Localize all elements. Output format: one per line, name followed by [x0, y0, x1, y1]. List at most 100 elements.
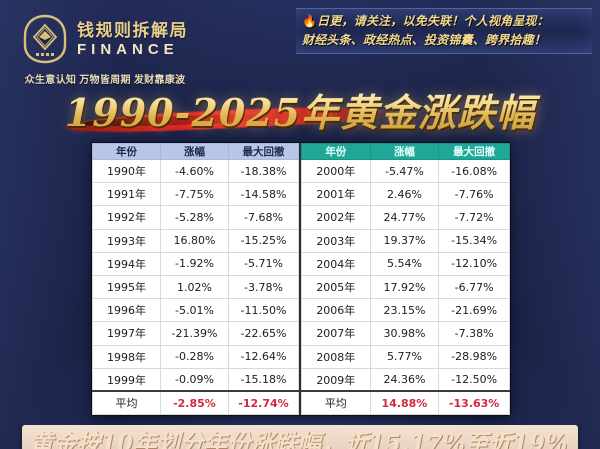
cell-drawdown: -7.38% [438, 321, 510, 346]
cell-drawdown: -11.50% [227, 298, 300, 323]
page-title: 1990-2025年黄金涨跌幅 [0, 82, 600, 137]
promo-banner-text-1: 日更，请关注，以免失联！个人视角呈现： [317, 14, 549, 29]
cell-year: 2001年 [301, 182, 371, 207]
cell-year: 2007年 [301, 321, 371, 346]
cell-return: 30.98% [369, 321, 440, 346]
cell-year: 1991年 [92, 182, 161, 207]
cell-average-label: 平均 [92, 390, 161, 416]
cell-return: -5.28% [159, 205, 229, 230]
table-row: 2004年 5.54% -12.10% [301, 251, 510, 276]
cell-drawdown: -7.76% [438, 182, 510, 207]
cell-return: -5.01% [159, 298, 229, 323]
brand-name-cn: 钱规则拆解局 [77, 20, 188, 40]
table-row: 1994年 -1.92% -5.71% [92, 251, 300, 276]
table-row: 1999年 -0.09% -15.18% [92, 367, 300, 392]
cell-average-return: -2.85% [159, 390, 229, 416]
cell-return: -0.28% [159, 344, 229, 369]
cell-return: -7.75% [159, 182, 229, 207]
cell-return: 16.80% [159, 228, 229, 253]
cell-year: 2004年 [301, 251, 371, 276]
cell-year: 1996年 [92, 298, 161, 323]
cell-return: 17.92% [369, 274, 440, 300]
cell-drawdown: -3.78% [227, 274, 300, 300]
cell-drawdown: -12.50% [438, 367, 510, 392]
table-row: 2003年 19.37% -15.34% [301, 228, 510, 253]
cell-return: 5.77% [369, 344, 440, 369]
table-row: 2007年 30.98% -7.38% [301, 321, 510, 346]
cell-year: 2006年 [301, 298, 371, 323]
table-header-row: 年份 涨幅 最大回撤 [92, 143, 300, 160]
table-row: 2008年 5.77% -28.98% [301, 344, 510, 369]
cell-drawdown: -15.34% [438, 228, 510, 253]
table-body-1990s: 1990年 -4.60% -18.38% 1991年 -7.75% -14.58% 1992… [92, 158, 300, 416]
cell-drawdown: -15.18% [227, 367, 300, 392]
cell-drawdown: -5.71% [227, 251, 300, 276]
cell-drawdown: -15.25% [227, 228, 300, 253]
logo-row: 钱规则拆解局 FINANCE [22, 14, 188, 64]
table-row: 1990年 -4.60% -18.38% [92, 158, 300, 184]
table-header-row: 年份 涨幅 最大回撤 [301, 143, 510, 160]
table-row: 2009年 24.36% -12.50% [301, 367, 510, 392]
diamond-shield-logo-icon [23, 14, 67, 64]
table-half-1990s: 年份 涨幅 最大回撤 1990年 -4.60% -18.38% 1991年 -7.75%… [92, 143, 301, 416]
table-row: 1996年 -5.01% -11.50% [92, 298, 300, 323]
cell-year: 2008年 [301, 344, 371, 369]
cell-year: 2005年 [301, 274, 371, 300]
table-row: 2001年 2.46% -7.76% [301, 182, 510, 207]
cell-year: 1998年 [92, 344, 161, 369]
cell-drawdown: -12.64% [227, 344, 300, 369]
cell-return: -4.60% [159, 158, 229, 184]
table-row: 1998年 -0.28% -12.64% [92, 344, 300, 369]
cell-return: 19.37% [369, 228, 440, 253]
column-header-drawdown: 最大回撤 [438, 143, 510, 160]
cell-average-label: 平均 [301, 390, 371, 416]
table-row: 2005年 17.92% -6.77% [301, 274, 510, 300]
table-2000s: 年份 涨幅 最大回撤 2000年 -5.47% -16.08% 2001年 2.46% -… [301, 143, 510, 416]
cell-year: 1994年 [92, 251, 161, 276]
cell-average-drawdown: -12.74% [227, 390, 300, 416]
cell-drawdown: -21.69% [438, 298, 510, 323]
table-average-row: 平均 14.88% -13.63% [301, 390, 510, 416]
column-header-drawdown: 最大回撤 [227, 143, 300, 160]
cell-drawdown: -18.38% [227, 158, 300, 184]
cell-drawdown: -6.77% [438, 274, 510, 300]
cell-drawdown: -7.68% [227, 205, 300, 230]
cell-year: 2003年 [301, 228, 371, 253]
bottom-caption-strip: # 黄金按10年划分年份涨跌幅，近15.17%至近19% [0, 425, 600, 449]
column-header-year: 年份 [92, 143, 161, 160]
fire-icon: 🔥 [302, 14, 318, 29]
title-block: 1990-2025年黄金涨跌幅 [0, 82, 600, 138]
table-row: 1992年 -5.28% -7.68% [92, 205, 300, 230]
table-row: 1991年 -7.75% -14.58% [92, 182, 300, 207]
bottom-caption-text: 黄金按10年划分年份涨跌幅，近15.17%至近19% [30, 430, 568, 449]
bottom-caption-background [22, 425, 578, 449]
cell-return: -0.09% [159, 367, 229, 392]
cell-return: 24.36% [369, 367, 440, 392]
cell-year: 2009年 [301, 367, 371, 392]
cell-year: 1999年 [92, 367, 161, 392]
promo-banner: 🔥日更，请关注，以免失联！个人视角呈现： 财经头条、政经热点、投资锦囊、跨界拾趣… [296, 8, 592, 54]
cell-average-drawdown: -13.63% [438, 390, 510, 416]
cell-drawdown: -28.98% [438, 344, 510, 369]
brand-logo-block: 钱规则拆解局 FINANCE 众生意认知 万物皆周期 发财靠康波 [16, 14, 194, 86]
cell-year: 1997年 [92, 321, 161, 346]
promo-banner-line-1: 🔥日更，请关注，以免失联！个人视角呈现： [302, 12, 586, 31]
table-half-2000s: 年份 涨幅 最大回撤 2000年 -5.47% -16.08% 2001年 2.46% -… [301, 143, 510, 416]
table-body-2000s: 2000年 -5.47% -16.08% 2001年 2.46% -7.76% 2002年 2… [301, 158, 510, 416]
brand-name-en: FINANCE [77, 40, 179, 58]
cell-average-return: 14.88% [369, 390, 440, 416]
column-header-return: 涨幅 [159, 143, 229, 160]
logo-text: 钱规则拆解局 FINANCE [77, 22, 188, 57]
cell-year: 1992年 [92, 205, 161, 230]
cell-return: -1.92% [159, 251, 229, 276]
promo-banner-line-2: 财经头条、政经热点、投资锦囊、跨界拾趣！ [302, 33, 547, 47]
cell-return: -5.47% [369, 158, 440, 184]
table-row: 2006年 23.15% -21.69% [301, 298, 510, 323]
cell-return: 23.15% [369, 298, 440, 323]
cell-return: 2.46% [369, 182, 440, 207]
table-row: 1993年 16.80% -15.25% [92, 228, 300, 253]
table-average-row: 平均 -2.85% -12.74% [92, 390, 300, 416]
gold-returns-table: 年份 涨幅 最大回撤 1990年 -4.60% -18.38% 1991年 -7.75%… [92, 143, 510, 416]
column-header-return: 涨幅 [369, 143, 440, 160]
cell-drawdown: -7.72% [438, 205, 510, 230]
